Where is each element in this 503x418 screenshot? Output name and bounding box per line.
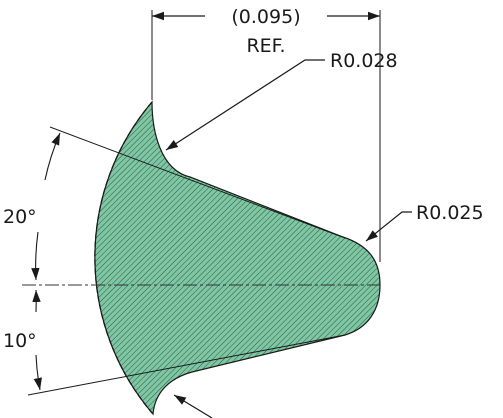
- angle-arc-upper-b: [31, 231, 40, 281]
- angle-line-lower: [27, 334, 346, 396]
- angle-line-upper: [49, 126, 346, 239]
- width-ref-note: REF.: [246, 35, 285, 57]
- radius-top-leader: [165, 59, 325, 151]
- angle-arc-upper-a: [44, 132, 61, 181]
- radius-tip-leader: [365, 211, 412, 242]
- width-dim-label: (0.095): [231, 6, 300, 28]
- angle-upper-label: 20°: [3, 206, 37, 228]
- radius-bottom-leader: [173, 394, 213, 418]
- section-arc-boundary: [94, 101, 154, 415]
- angle-lower-label: 10°: [3, 330, 37, 352]
- radius-top-label: R0.028: [330, 50, 398, 72]
- radius-tip-label: R0.025: [416, 202, 484, 224]
- profile-section: [94, 100, 381, 416]
- angle-arc-lower-b: [33, 354, 42, 391]
